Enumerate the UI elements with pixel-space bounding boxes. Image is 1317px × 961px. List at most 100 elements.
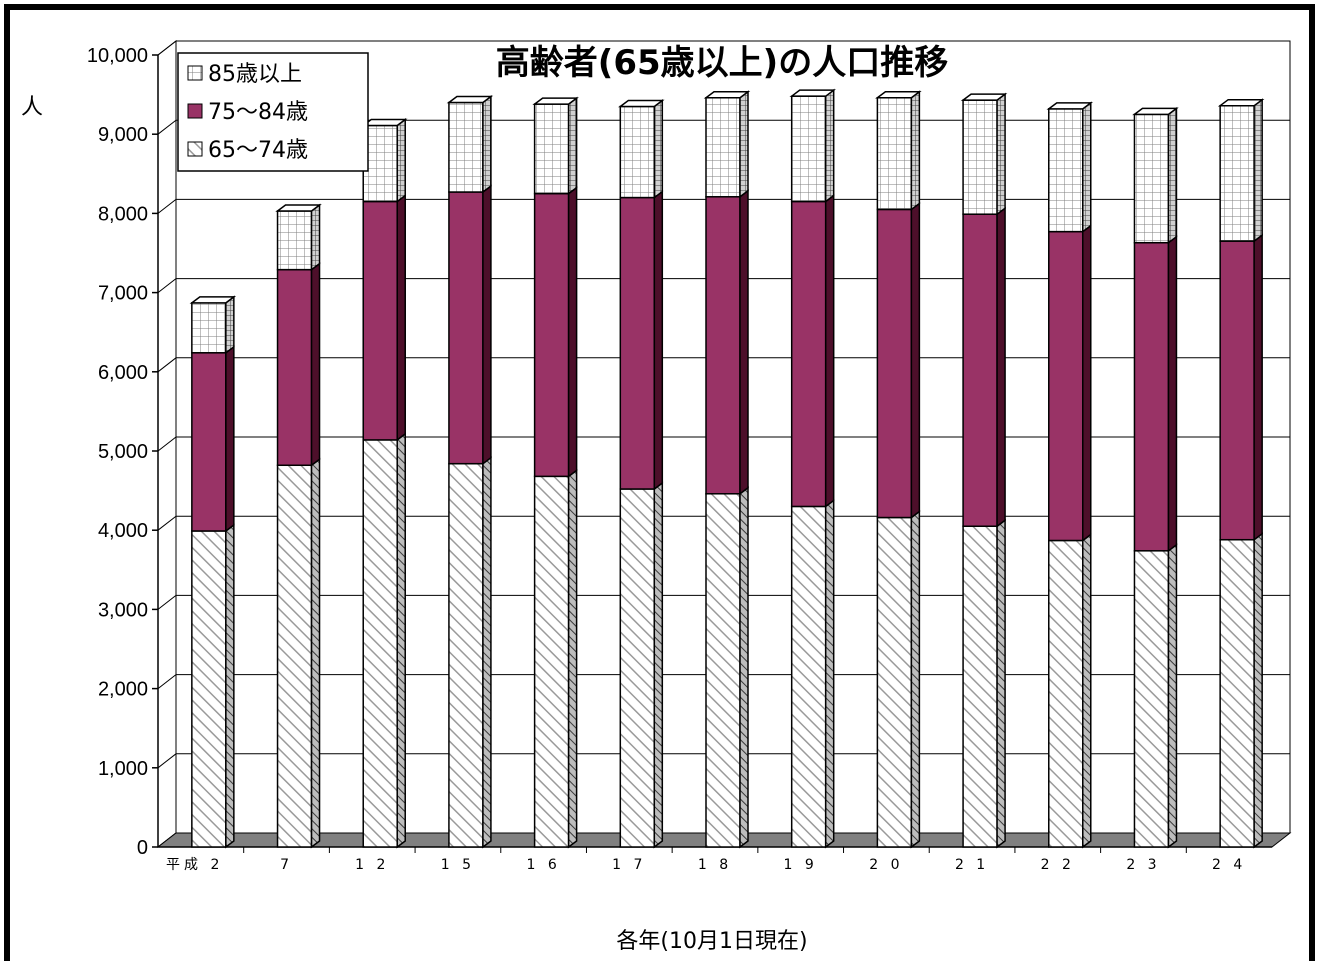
- bar-segment: [1048, 539, 1084, 848]
- bar-segment-side: [310, 262, 321, 467]
- bar-segment: [1048, 108, 1084, 233]
- bar-segment-side: [225, 345, 235, 533]
- bar-segment-side: [310, 457, 321, 849]
- bar-segment-side: [1082, 101, 1092, 234]
- x-tick-label: 平成 2: [166, 857, 223, 873]
- bar-segment-side: [1082, 224, 1092, 542]
- bar-segment-side: [567, 468, 578, 849]
- bar-top: [875, 91, 922, 99]
- bar-segment: [276, 268, 313, 467]
- bar-top: [1217, 98, 1265, 107]
- bar-top: [618, 99, 665, 108]
- bar-stack: [1217, 98, 1265, 849]
- bar-stack: [532, 96, 579, 849]
- bar-segment-side: [1253, 98, 1263, 243]
- bar-segment: [448, 191, 484, 465]
- y-tick-label: 8,000: [98, 203, 148, 225]
- bar-segment: [1133, 241, 1170, 552]
- bar-segment-side: [225, 295, 235, 355]
- bar-segment-side: [225, 523, 235, 849]
- x-tick-label: 7: [280, 857, 293, 873]
- bar-segment-side: [310, 203, 321, 272]
- bar-segment-side: [567, 96, 578, 196]
- bar-segment: [533, 475, 570, 848]
- bar-segment: [962, 525, 998, 848]
- x-tick-label: 1 9: [784, 857, 818, 873]
- y-tick-label: 7,000: [98, 283, 148, 305]
- bar-stack: [1132, 106, 1179, 849]
- bar-segment: [533, 192, 570, 478]
- bar-segment: [191, 302, 227, 354]
- bar-segment: [619, 105, 656, 199]
- bar-segment-side: [739, 189, 749, 496]
- bar-segment: [705, 493, 741, 848]
- y-tick-label: 3,000: [98, 599, 148, 621]
- bar-segment-side: [910, 90, 921, 211]
- y-tick-label: 0: [137, 837, 148, 859]
- y-axis-label: 人: [21, 95, 43, 120]
- bar-segment-side: [396, 194, 406, 442]
- bar-segment-side: [567, 186, 578, 478]
- bar-segment: [1219, 104, 1255, 242]
- bar-segment: [448, 101, 484, 193]
- bar-segment: [1219, 538, 1255, 848]
- bar-segment: [362, 439, 398, 848]
- bar-segment-side: [482, 184, 492, 466]
- x-tick-label: 2 1: [955, 857, 989, 873]
- x-tick-label: 2 2: [1041, 857, 1075, 873]
- x-tick-label: 1 6: [526, 857, 560, 873]
- bar-top: [1132, 107, 1179, 116]
- bar-segment-side: [482, 456, 492, 849]
- bar-segment-side: [1253, 532, 1263, 849]
- bar-segment: [533, 103, 570, 195]
- bar-segment: [448, 462, 484, 848]
- bar-segment-side: [824, 498, 835, 849]
- x-tick-label: 1 2: [355, 857, 389, 873]
- bar-segment-side: [996, 92, 1006, 216]
- bar-top: [960, 93, 1008, 101]
- y-tick-label: 10,000: [87, 45, 148, 67]
- bar-segment: [790, 505, 827, 848]
- bar-segment: [191, 352, 227, 532]
- bar-segment-side: [653, 481, 664, 849]
- bar-stack: [275, 203, 322, 849]
- legend-label: 85歳以上: [208, 62, 302, 87]
- legend-swatch: [187, 103, 203, 119]
- bar-segment: [876, 516, 913, 848]
- bar-stack: [875, 90, 922, 849]
- x-tick-label: 1 7: [612, 857, 646, 873]
- bar-segment-side: [1167, 106, 1178, 245]
- y-tick-label: 5,000: [98, 441, 148, 463]
- bar-segment-side: [824, 88, 835, 204]
- bar-segment-side: [739, 90, 749, 199]
- bar-segment-side: [396, 117, 406, 204]
- bar-segment: [1133, 550, 1170, 848]
- bar-segment: [276, 210, 313, 271]
- bar-top: [189, 296, 237, 304]
- y-tick-label: 1,000: [98, 758, 148, 780]
- bar-stack: [960, 92, 1008, 849]
- x-tick-label: 1 5: [441, 857, 475, 873]
- bar-segment-side: [653, 98, 664, 200]
- bar-segment: [705, 196, 741, 495]
- bar-segment-side: [996, 206, 1006, 528]
- bar-segment: [790, 95, 827, 203]
- bar-segment-side: [1082, 532, 1092, 849]
- gridline: [157, 40, 1290, 56]
- bar-top: [703, 91, 751, 99]
- chart-frame: [4, 4, 1315, 961]
- bar-segment: [619, 488, 656, 848]
- legend-box: [177, 52, 369, 172]
- y-tick-label: 2,000: [98, 679, 148, 701]
- bar-segment: [1048, 230, 1084, 542]
- x-tick-label: 1 8: [698, 857, 732, 873]
- bar-stack: [703, 90, 751, 849]
- y-axis-ticks: 0 1,000 2,000 3,000 4,000 5,000 6,000 7,000 8,00…: [87, 45, 158, 859]
- bar-segment: [962, 99, 998, 215]
- bar-segment-side: [996, 518, 1006, 849]
- bar-segment: [362, 200, 398, 441]
- bar-stack: [1046, 101, 1094, 849]
- bar-segment-side: [1167, 543, 1178, 849]
- x-tick-label: 2 4: [1212, 857, 1246, 873]
